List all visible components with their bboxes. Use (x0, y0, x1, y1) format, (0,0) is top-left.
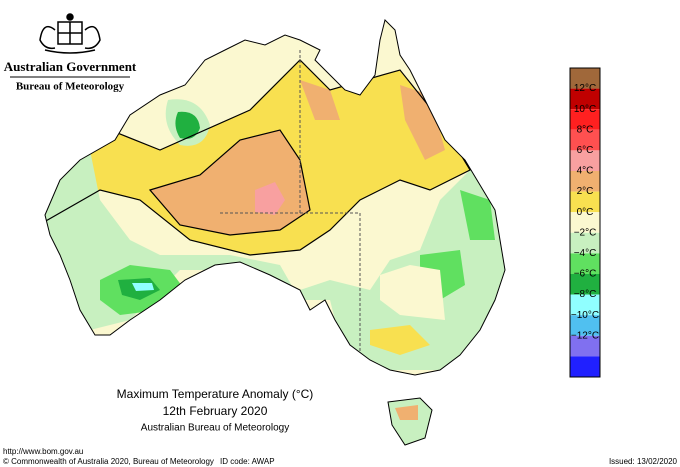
caption-date: 12th February 2020 (163, 404, 268, 418)
legend-label: −2°C (574, 227, 597, 238)
legend-swatch (570, 232, 600, 254)
legend-label: 8°C (577, 124, 594, 135)
footer-id: ID code: AWAP (220, 457, 275, 466)
legend-swatch (570, 315, 600, 336)
legend-label: −10°C (571, 310, 599, 321)
legend-swatch (570, 274, 600, 295)
legend-label: −12°C (571, 330, 599, 341)
legend-frame (569, 67, 601, 378)
coastline (44, 19, 506, 376)
emblem (39, 13, 101, 54)
legend-swatch (570, 150, 600, 171)
legend-label: −6°C (574, 269, 597, 280)
caption-title: Maximum Temperature Anomaly (°C) (117, 387, 314, 401)
tasmania-anomaly (395, 405, 418, 420)
legend-label: −8°C (574, 289, 597, 300)
bureau-title: Bureau of Meteorology (16, 81, 125, 93)
legend-label: 10°C (574, 104, 596, 115)
legend-label: 12°C (574, 83, 596, 94)
legend: 12°C 10°C 8°C 6°C 4°C 2°C 0°C −2°C −4°C −6°C −8°C −… (569, 67, 601, 378)
footer-url: http://www.bom.gov.au (3, 447, 83, 456)
legend-label: 2°C (577, 186, 594, 197)
legend-swatch (570, 335, 600, 357)
tasmania (387, 397, 433, 446)
legend-swatch (570, 212, 600, 233)
legend-label: 6°C (577, 145, 594, 156)
legend-swatch (570, 129, 600, 151)
caption-source: Australian Bureau of Meteorology (141, 423, 289, 434)
legend-label: 0°C (577, 207, 594, 218)
footer-issued: Issued: 13/02/2020 (609, 457, 678, 466)
legend-swatch (570, 171, 600, 192)
legend-swatch (570, 191, 600, 213)
legend-label: −4°C (574, 248, 597, 259)
legend-swatch (570, 253, 600, 274)
legend-swatch (570, 356, 600, 377)
gov-title: Australian Government (4, 59, 137, 74)
legend-swatch (570, 88, 600, 110)
legend-swatch (570, 68, 600, 89)
footer-copyright: © Commonwealth of Australia 2020, Bureau… (3, 457, 214, 466)
legend-label: 4°C (577, 166, 594, 177)
legend-swatch (570, 109, 600, 130)
legend-swatch (570, 294, 600, 316)
